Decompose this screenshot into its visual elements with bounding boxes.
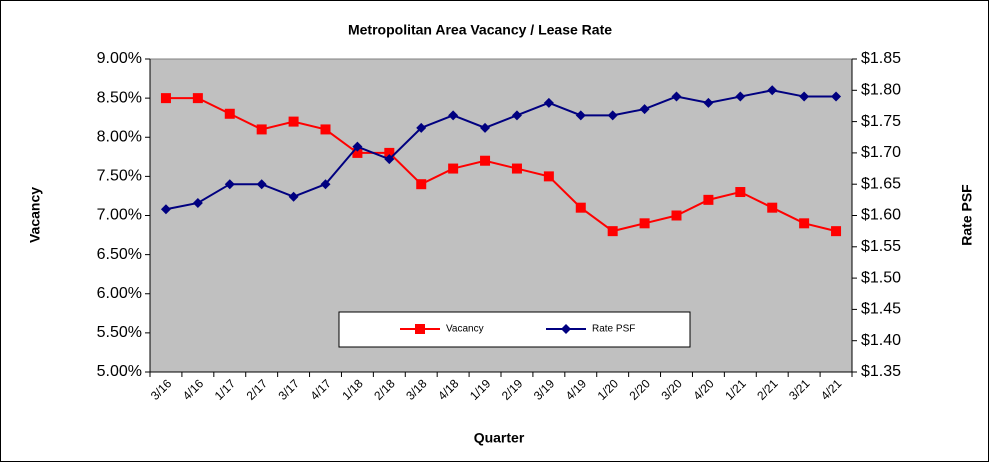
data-point [416, 122, 427, 133]
data-point [511, 110, 522, 121]
y-tick-label: 5.50% [97, 324, 142, 341]
x-axis-label: Quarter [474, 430, 525, 446]
data-point [767, 202, 778, 213]
y-tick-label: 6.00% [97, 285, 142, 302]
data-point [639, 218, 650, 229]
data-point [480, 122, 491, 133]
data-point [384, 154, 395, 165]
data-point [480, 155, 491, 166]
data-point [256, 179, 267, 190]
data-point [607, 226, 618, 237]
data-point [384, 147, 395, 158]
data-point [735, 91, 746, 102]
data-point [543, 171, 554, 182]
data-point [224, 108, 235, 119]
data-point [256, 124, 267, 135]
series-line [165, 97, 837, 233]
data-point [448, 163, 459, 174]
data-point [352, 147, 363, 158]
data-point [448, 110, 459, 121]
data-point [831, 91, 842, 102]
y-tick-label: 7.50% [97, 168, 142, 185]
data-point [160, 204, 171, 215]
data-point [192, 93, 203, 104]
legend-label: Vacancy [446, 324, 484, 335]
y-tick-label: 9.00% [97, 50, 142, 67]
data-point [607, 110, 618, 121]
y2-tick-label: $1.70 [861, 144, 901, 161]
data-point [735, 187, 746, 198]
y2-tick-label: $1.60 [861, 207, 901, 224]
data-point [575, 110, 586, 121]
y-tick-label: 5.00% [97, 363, 142, 380]
data-point [671, 91, 682, 102]
data-point [320, 179, 331, 190]
data-point [160, 93, 171, 104]
series-line [165, 89, 837, 211]
y2-tick-label: $1.35 [861, 363, 901, 380]
legend [338, 311, 691, 348]
y2-tick-label: $1.45 [861, 301, 901, 318]
data-point [799, 218, 810, 229]
y2-tick-label: $1.75 [861, 113, 901, 130]
data-point [831, 226, 842, 237]
data-point [799, 91, 810, 102]
data-point [639, 104, 650, 115]
data-point [416, 179, 427, 190]
y-tick-label: 6.50% [97, 246, 142, 263]
data-point [703, 97, 714, 108]
data-point [192, 197, 203, 208]
y-tick-label: 7.00% [97, 207, 142, 224]
y2-tick-label: $1.40 [861, 332, 901, 349]
chart-title: Metropolitan Area Vacancy / Lease Rate [348, 22, 612, 38]
legend-marker [561, 324, 571, 334]
y2-axis-label: Rate PSF [959, 184, 975, 246]
data-point [224, 179, 235, 190]
y2-tick-label: $1.65 [861, 175, 901, 192]
data-point [703, 194, 714, 205]
legend-label: Rate PSF [592, 324, 635, 335]
data-point [543, 97, 554, 108]
y-tick-label: 8.00% [97, 128, 142, 145]
y2-tick-label: $1.50 [861, 269, 901, 286]
y2-tick-label: $1.55 [861, 238, 901, 255]
data-point [288, 191, 299, 202]
data-point [511, 163, 522, 174]
legend-marker [415, 324, 425, 334]
y2-tick-label: $1.85 [861, 50, 901, 67]
data-point [320, 124, 331, 135]
y2-tick-label: $1.80 [861, 82, 901, 99]
data-point [288, 116, 299, 127]
y-axis-label: Vacancy [27, 187, 43, 243]
y-tick-label: 8.50% [97, 89, 142, 106]
data-point [767, 85, 778, 96]
data-point [671, 210, 682, 221]
data-point [352, 141, 363, 152]
data-point [575, 202, 586, 213]
